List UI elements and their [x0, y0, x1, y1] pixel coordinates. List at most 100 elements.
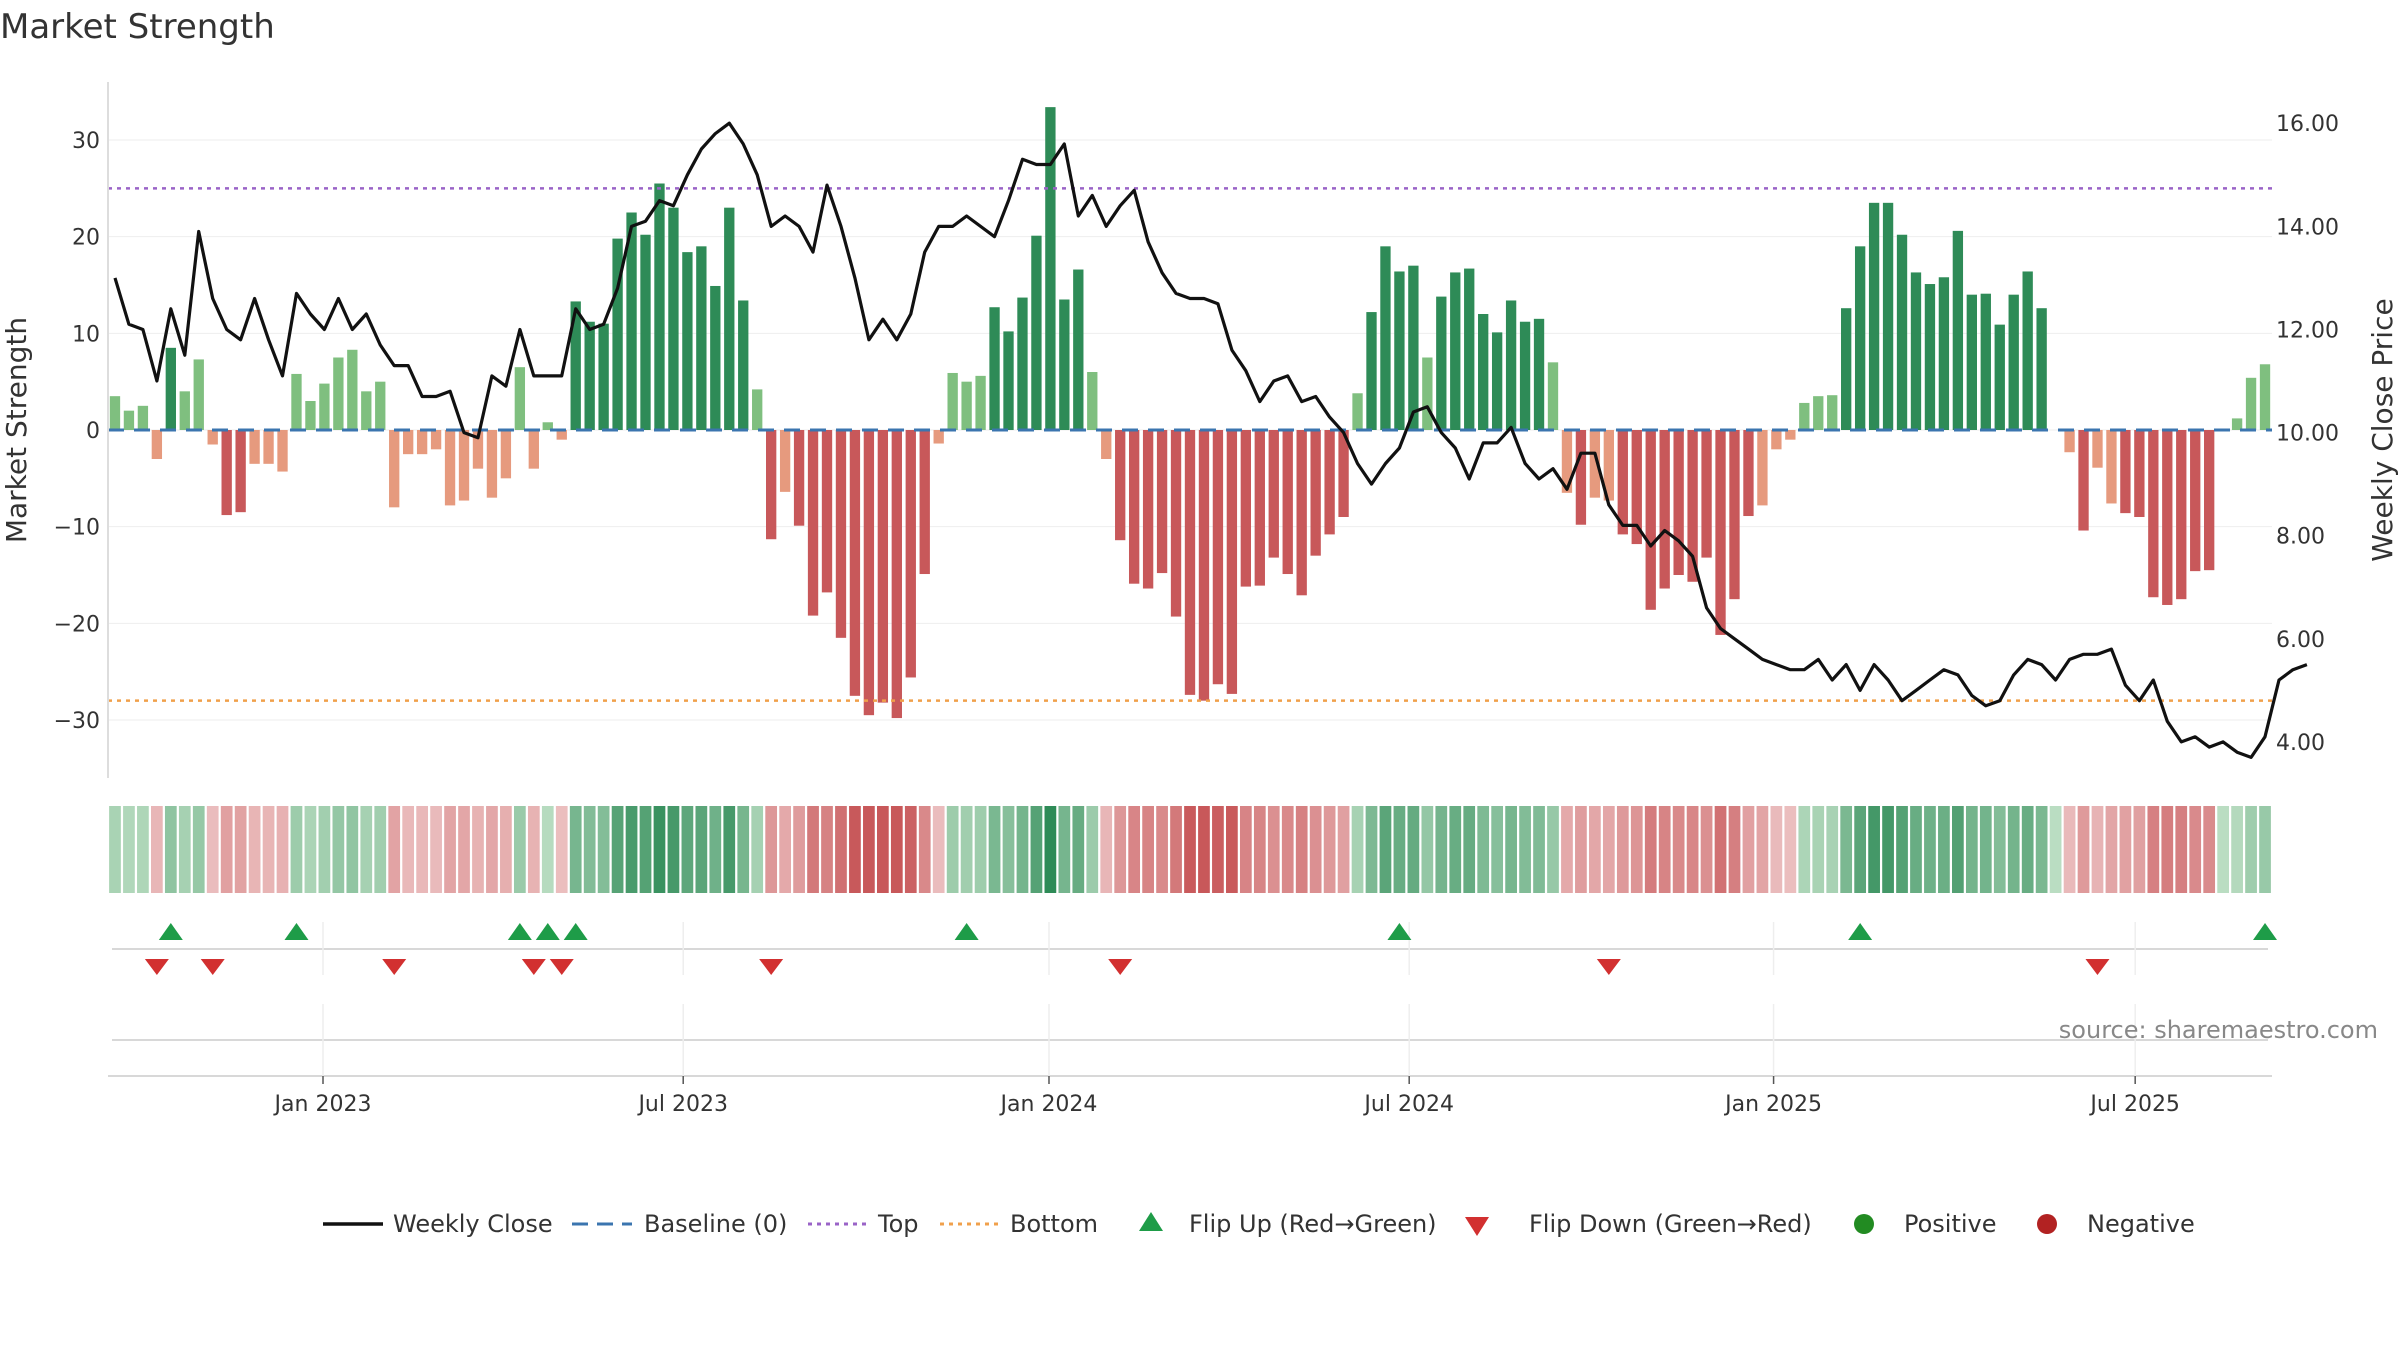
heat-cell-105 — [1575, 806, 1587, 893]
heat-cell-117 — [1742, 806, 1755, 893]
strength-bar-97 — [1464, 268, 1475, 430]
strength-bar-134 — [1980, 293, 1991, 430]
heat-cell-78 — [1198, 806, 1210, 893]
heat-cell-64 — [1002, 806, 1015, 893]
heat-cell-91 — [1379, 806, 1392, 893]
heat-cell-2 — [137, 806, 149, 893]
flip-markers-panel — [108, 922, 2278, 1077]
strength-bar-132 — [1952, 230, 1964, 430]
strength-bar-98 — [1478, 314, 1489, 430]
strength-bar-135 — [1994, 324, 2005, 430]
strength-bar-2 — [137, 405, 149, 430]
heat-cell-104 — [1561, 806, 1573, 893]
heat-cell-100 — [1505, 806, 1517, 893]
heat-cell-11 — [262, 806, 275, 893]
strength-bar-46 — [752, 389, 763, 430]
strength-bar-47 — [766, 430, 777, 540]
strength-bar-36 — [612, 238, 623, 430]
heat-cell-54 — [863, 806, 875, 893]
legend-positive: Positive — [1904, 1210, 1997, 1238]
strength-bar-77 — [1184, 430, 1196, 695]
heat-cell-148 — [2175, 806, 2188, 893]
heat-cell-44 — [723, 806, 736, 893]
heat-cell-82 — [1253, 806, 1266, 893]
heat-cell-84 — [1281, 806, 1294, 893]
strength-bar-38 — [640, 234, 651, 430]
flip-up-marker-0 — [158, 923, 183, 940]
chart-title: Market Strength — [0, 7, 275, 47]
strength-bar-31 — [542, 422, 553, 430]
strength-bar-93 — [1408, 265, 1419, 430]
strength-bar-84 — [1282, 430, 1293, 575]
strength-bar-60 — [947, 372, 958, 430]
heat-cell-127 — [1882, 806, 1894, 893]
strength-bar-28 — [500, 430, 512, 479]
strength-bar-112 — [1673, 430, 1684, 575]
heat-cell-39 — [653, 806, 666, 893]
strength-bar-89 — [1352, 393, 1363, 430]
heat-cell-94 — [1421, 806, 1434, 893]
heat-cell-67 — [1044, 806, 1057, 893]
heat-cell-80 — [1226, 806, 1238, 893]
strength-bar-3 — [151, 430, 163, 459]
heat-cell-72 — [1114, 806, 1127, 893]
heat-cell-150 — [2203, 806, 2216, 893]
heat-cell-92 — [1393, 806, 1406, 893]
heat-cell-63 — [988, 806, 1001, 893]
heat-cell-134 — [1979, 806, 1992, 893]
strength-bar-130 — [1924, 284, 1936, 430]
x-axis-ticks: Jan 2023 Jul 2023 Jan 2024 Jul 2024 Jan 2025… — [273, 1076, 2180, 1117]
heat-cell-121 — [1798, 806, 1811, 893]
strength-bar-133 — [1966, 294, 1977, 430]
heat-cell-7 — [206, 806, 219, 893]
heat-cell-23 — [430, 806, 442, 893]
heat-cell-42 — [695, 806, 708, 893]
heat-cell-28 — [500, 806, 512, 893]
flip-up-marker-4 — [563, 923, 588, 940]
strength-bar-26 — [472, 430, 484, 469]
heat-cell-30 — [527, 806, 540, 893]
strength-bar-50 — [807, 430, 819, 616]
heat-cell-40 — [667, 806, 680, 893]
strength-bar-114 — [1701, 430, 1712, 558]
legend-bottom: Bottom — [1010, 1210, 1098, 1238]
heat-cell-87 — [1323, 806, 1336, 893]
heat-cell-120 — [1784, 806, 1797, 893]
legend-flip-up: Flip Up (Red→Green) — [1189, 1210, 1437, 1238]
heat-cell-122 — [1812, 806, 1825, 893]
strength-bar-6 — [193, 359, 204, 430]
strength-bar-74 — [1142, 430, 1154, 589]
strength-bar-32 — [556, 430, 567, 440]
heat-cell-45 — [737, 806, 750, 893]
heat-cell-20 — [388, 806, 401, 893]
strength-bar-5 — [179, 391, 190, 430]
legend-top: Top — [877, 1210, 919, 1238]
heat-cell-132 — [1952, 806, 1964, 893]
heat-cell-26 — [472, 806, 484, 893]
strength-bar-82 — [1254, 430, 1265, 586]
x-tick-0: Jan 2023 — [273, 1092, 372, 1117]
heat-cell-145 — [2133, 806, 2146, 893]
heat-cell-77 — [1184, 806, 1196, 893]
heat-cell-62 — [974, 806, 987, 893]
left-axis-label: Market Strength — [0, 317, 33, 543]
strength-bar-10 — [249, 430, 260, 464]
strength-bar-16 — [333, 357, 344, 430]
heat-cell-4 — [164, 806, 177, 893]
heat-cell-119 — [1770, 806, 1783, 893]
heat-cell-140 — [2063, 806, 2076, 893]
heat-cell-32 — [555, 806, 568, 893]
strength-bar-96 — [1450, 272, 1461, 430]
heat-cell-71 — [1100, 806, 1113, 893]
flip-down-marker-5 — [759, 959, 784, 975]
strength-bar-95 — [1436, 296, 1447, 430]
strength-bars — [109, 107, 2271, 719]
heat-cell-69 — [1072, 806, 1085, 893]
strength-bar-122 — [1813, 396, 1824, 430]
heat-cell-153 — [2245, 806, 2257, 893]
strength-bar-20 — [389, 430, 400, 508]
strength-bar-99 — [1491, 332, 1503, 430]
left-tick-1: 20 — [72, 226, 100, 251]
strength-bar-55 — [877, 430, 889, 703]
strength-bar-150 — [2204, 430, 2215, 571]
